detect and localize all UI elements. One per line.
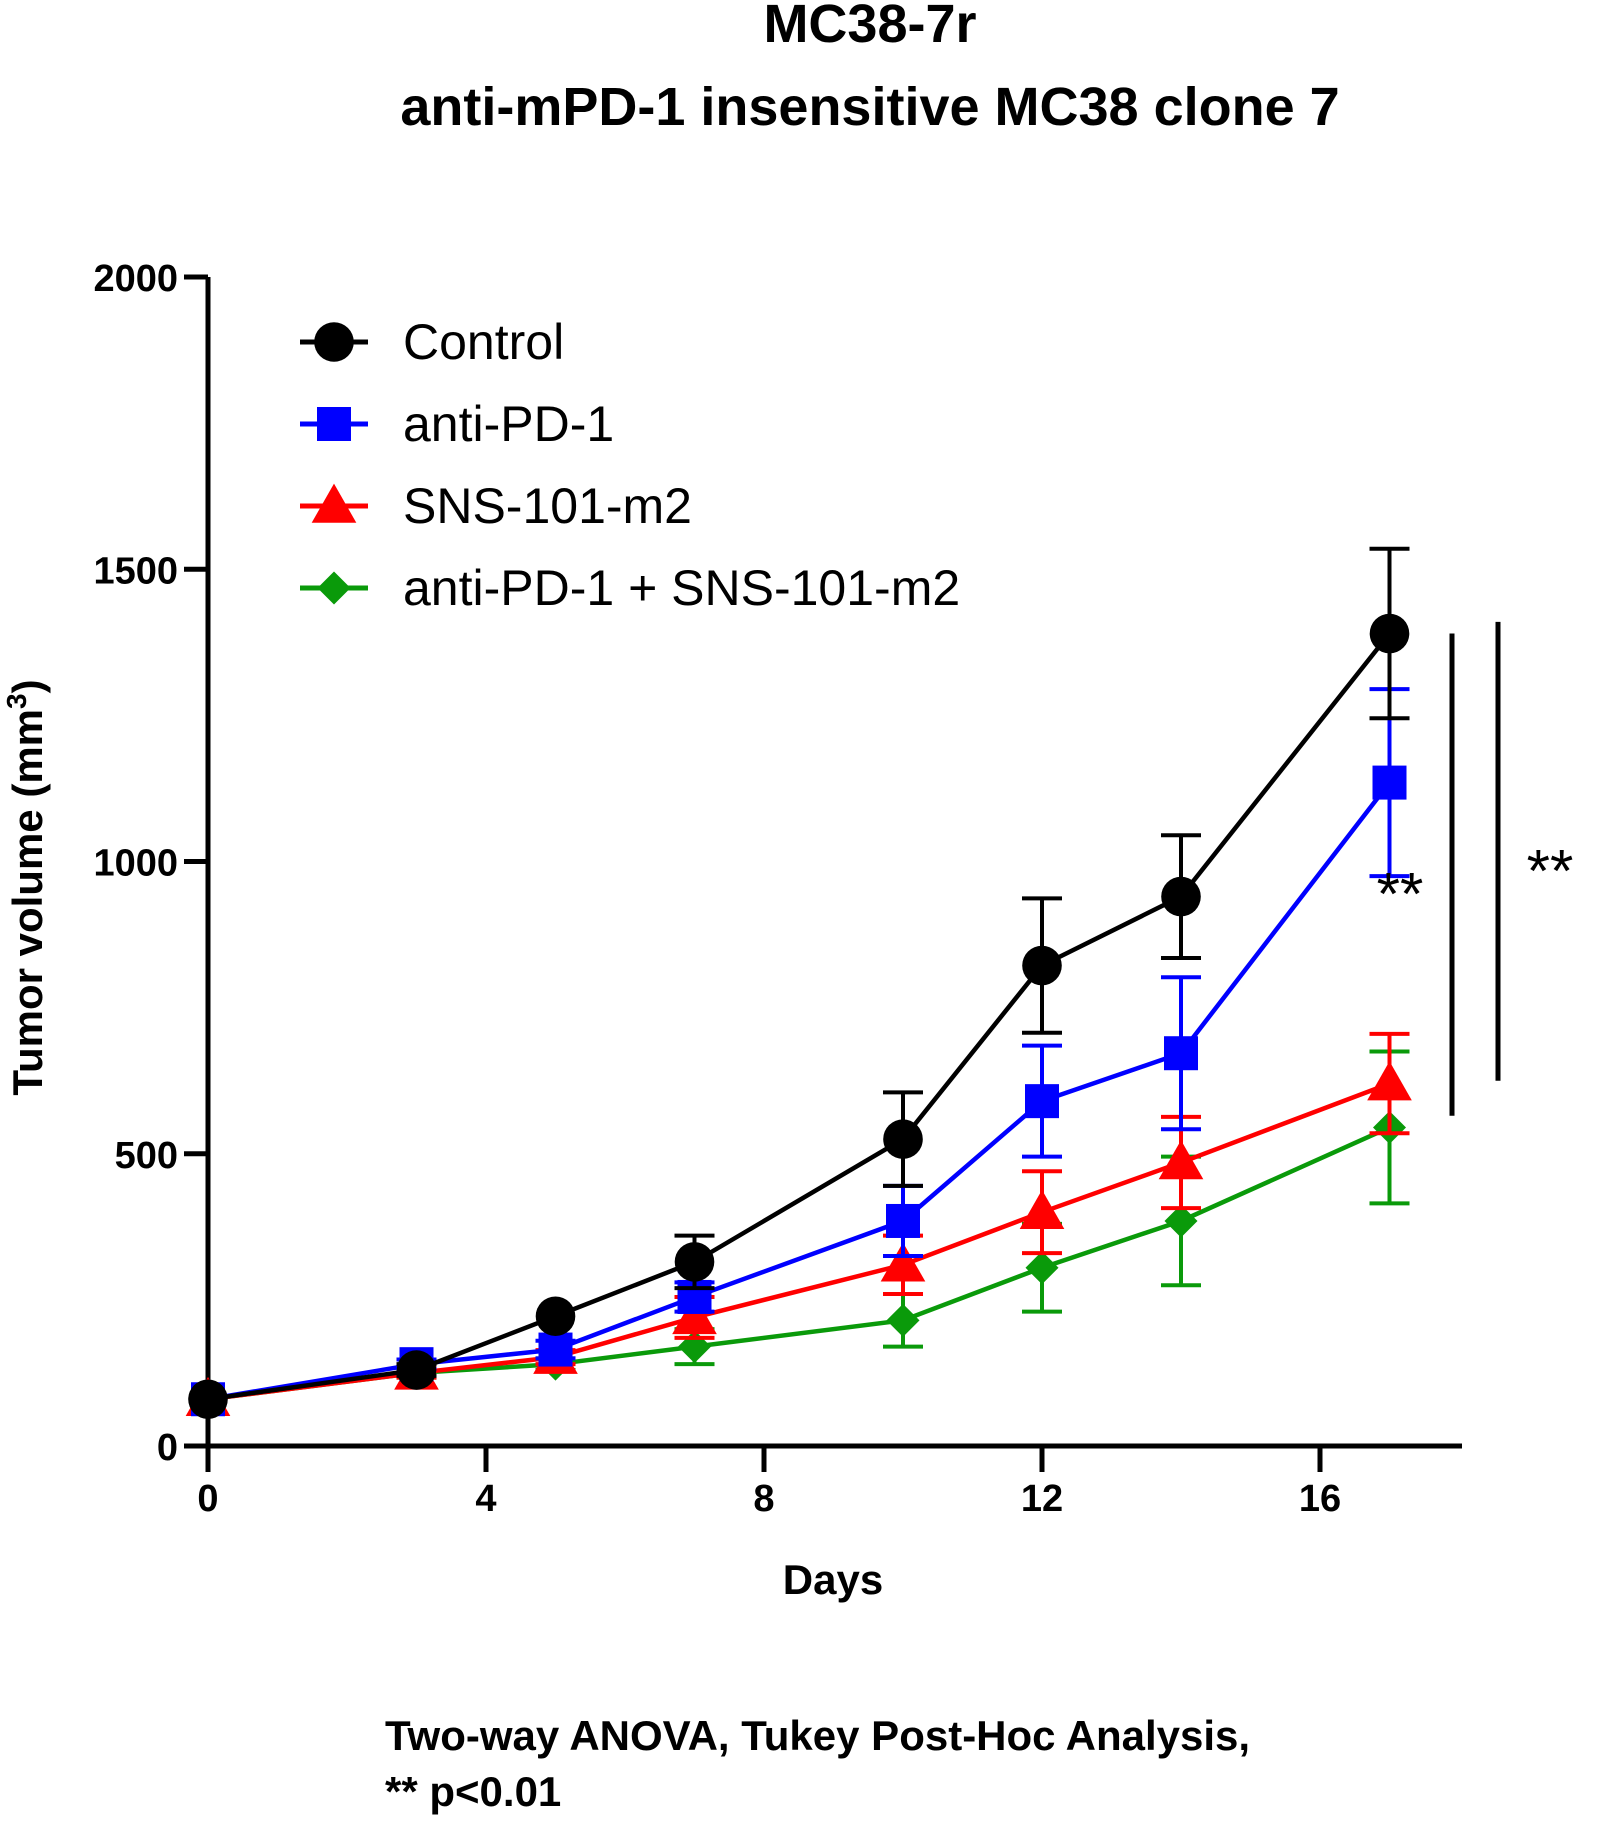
- y-axis-label: Tumor volume (mm3): [1, 679, 51, 1095]
- legend-entry: SNS-101-m2: [300, 478, 692, 534]
- legend-marker: [317, 571, 351, 605]
- y-tick-label: 1500: [93, 550, 178, 592]
- data-point: [886, 1303, 920, 1337]
- legend-marker: [314, 322, 354, 362]
- x-axis-label: Days: [783, 1556, 883, 1603]
- data-point: [1158, 1140, 1204, 1180]
- y-tick-label: 0: [157, 1427, 178, 1469]
- data-point: [188, 1379, 228, 1420]
- data-point: [535, 1296, 576, 1337]
- series-line: [207, 1081, 1391, 1402]
- legend-label: anti-PD-1: [403, 396, 614, 452]
- y-tick-label: 1000: [93, 843, 178, 885]
- data-point: [1161, 876, 1201, 917]
- plot-area: [185, 546, 1412, 1420]
- significance-annotations: ** **: [1377, 621, 1574, 1116]
- data-point: [1372, 765, 1407, 800]
- legend-label: anti-PD-1 + SNS-101-m2: [403, 560, 960, 616]
- x-tick-label: 16: [1299, 1478, 1341, 1520]
- legend-label: SNS-101-m2: [403, 478, 692, 534]
- significance-label: **: [1527, 837, 1574, 904]
- data-point: [672, 1295, 717, 1335]
- legend-marker: [317, 407, 351, 441]
- x-tick-label: 0: [197, 1478, 218, 1520]
- x-tick-label: 8: [753, 1478, 774, 1520]
- series-line: [207, 632, 1392, 1402]
- data-point: [1025, 1251, 1059, 1285]
- data-point: [1164, 1036, 1198, 1071]
- y-tick-label: 2000: [93, 258, 178, 300]
- y-tick-label: 500: [115, 1135, 178, 1177]
- data-point: [538, 1332, 573, 1367]
- data-point: [396, 1350, 437, 1390]
- legend-entry: anti-PD-1 + SNS-101-m2: [300, 560, 960, 616]
- series-line: [207, 1125, 1391, 1402]
- series-sns-101-m2: [185, 1031, 1412, 1416]
- legend-entry: Control: [300, 314, 564, 370]
- data-point: [1022, 945, 1062, 986]
- data-point: [1369, 613, 1410, 654]
- data-point: [1019, 1189, 1065, 1229]
- chart-title-line-1: MC38-7r: [763, 0, 976, 54]
- x-tick-label: 12: [1021, 1478, 1063, 1520]
- data-point: [883, 1119, 923, 1159]
- data-point: [1164, 1204, 1198, 1238]
- series-anti-pd-1-sns-101-m2: [191, 1049, 1410, 1416]
- legend-label: Control: [403, 314, 564, 370]
- series-anti-pd-1: [191, 687, 1410, 1417]
- data-point: [674, 1242, 715, 1282]
- chart: MC38-7r anti-mPD-1 insensitive MC38 clon…: [1, 0, 1574, 1603]
- chart-title-line-2: anti-mPD-1 insensitive MC38 clone 7: [400, 77, 1339, 137]
- data-point: [1367, 1061, 1412, 1101]
- footnote-line-2: ** p<0.01: [385, 1768, 562, 1815]
- x-tick-label: 4: [475, 1478, 496, 1520]
- data-point: [1025, 1084, 1059, 1119]
- footnote-line-1: Two-way ANOVA, Tukey Post-Hoc Analysis,: [385, 1712, 1251, 1759]
- series-line: [207, 781, 1392, 1402]
- legend: Control anti-PD-1 SNS-101-m2 anti-PD-1 + SN…: [300, 314, 960, 616]
- legend-entry: anti-PD-1: [300, 396, 614, 452]
- significance-label: **: [1377, 861, 1424, 928]
- legend-marker: [311, 483, 357, 523]
- series-control: [188, 546, 1410, 1420]
- data-point: [886, 1203, 920, 1238]
- data-point: [880, 1242, 926, 1282]
- axes: 0 500 1000 1500 2000 0 4 8 12 16 Days Tumor volume …: [1, 258, 1462, 1603]
